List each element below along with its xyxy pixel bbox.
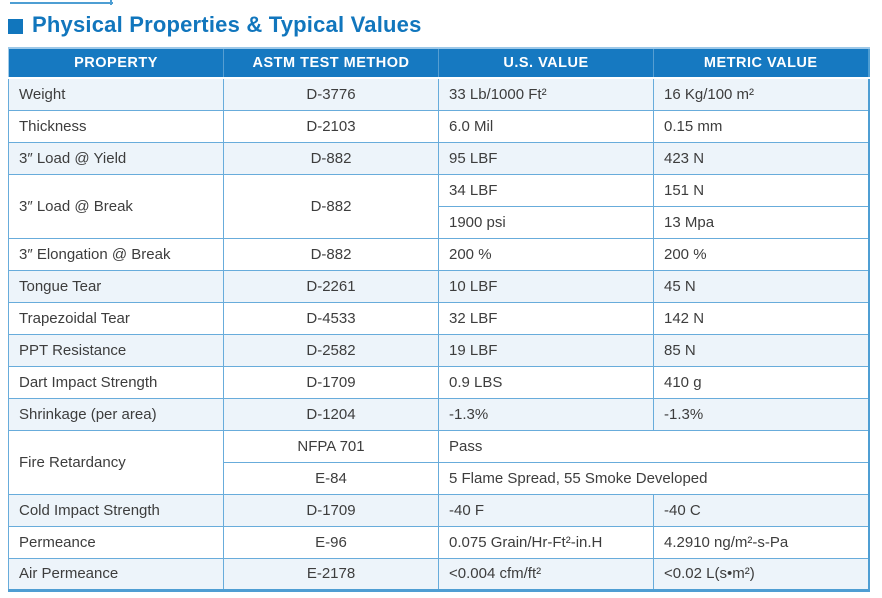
us-value-cell: 32 LBF — [438, 301, 654, 335]
property-cell: Permeance — [8, 525, 224, 559]
property-cell: Dart Impact Strength — [8, 365, 224, 399]
table-row: Weight D-3776 33 Lb/1000 Ft² 16 Kg/100 m… — [8, 77, 869, 111]
metric-value-cell: 410 g — [653, 365, 869, 399]
property-cell: 3″ Load @ Break — [8, 173, 224, 239]
table-row: Permeance E-96 0.075 Grain/Hr-Ft²-in.H 4… — [8, 525, 869, 559]
property-cell: 3″ Elongation @ Break — [8, 237, 224, 271]
metric-value-cell: 200 % — [653, 237, 869, 271]
metric-value-cell: 4.2910 ng/m²-s-Pa — [653, 525, 869, 559]
table-row: Thickness D-2103 6.0 Mil 0.15 mm — [8, 109, 869, 143]
us-value-cell: 19 LBF — [438, 333, 654, 367]
us-value-cell: -40 F — [438, 493, 654, 527]
property-cell: PPT Resistance — [8, 333, 224, 367]
astm-method-cell: NFPA 701 — [223, 429, 439, 463]
property-cell: Tongue Tear — [8, 269, 224, 303]
astm-method-cell: E-96 — [223, 525, 439, 559]
property-cell: Thickness — [8, 109, 224, 143]
metric-value-cell: -40 C — [653, 493, 869, 527]
astm-method-cell: D-1709 — [223, 365, 439, 399]
us-value-cell: 200 % — [438, 237, 654, 271]
metric-value-cell: 16 Kg/100 m² — [653, 77, 869, 111]
astm-method-cell: D-4533 — [223, 301, 439, 335]
metric-value-cell: 85 N — [653, 333, 869, 367]
us-value-cell: 33 Lb/1000 Ft² — [438, 77, 654, 111]
astm-method-cell: D-2261 — [223, 269, 439, 303]
column-header-us-value: U.S. VALUE — [438, 47, 654, 79]
table-row: Air Permeance E-2178 <0.004 cfm/ft² <0.0… — [8, 557, 869, 591]
page-title: Physical Properties & Typical Values — [32, 12, 422, 37]
us-value-cell: -1.3% — [438, 397, 654, 431]
column-header-astm-method: ASTM TEST METHOD — [223, 47, 439, 79]
property-cell: 3″ Load @ Yield — [8, 141, 224, 175]
table-row: E-84 5 Flame Spread, 55 Smoke Developed — [9, 461, 869, 495]
table-row: 1900 psi 13 Mpa — [9, 205, 869, 239]
metric-value-cell: -1.3% — [653, 397, 869, 431]
property-cell: Cold Impact Strength — [8, 493, 224, 527]
table-row: Dart Impact Strength D-1709 0.9 LBS 410 … — [8, 365, 869, 399]
property-cell: Weight — [8, 77, 224, 111]
metric-value-cell: 423 N — [653, 141, 869, 175]
metric-value-cell: <0.02 L(s•m²) — [653, 557, 869, 591]
combined-value-cell: Pass — [438, 429, 869, 463]
astm-method-cell: E-84 — [223, 461, 439, 495]
us-value-cell: 1900 psi — [438, 205, 654, 239]
astm-method-cell: D-2103 — [223, 109, 439, 143]
column-header-property: PROPERTY — [8, 47, 224, 79]
astm-method-cell: D-882 — [223, 173, 439, 239]
astm-method-cell: D-1709 — [223, 493, 439, 527]
title-square-bullet-icon — [8, 19, 23, 34]
property-cell: Trapezoidal Tear — [8, 301, 224, 335]
us-value-cell: 0.075 Grain/Hr-Ft²-in.H — [438, 525, 654, 559]
us-value-cell: 0.9 LBS — [438, 365, 654, 399]
table-row: Fire Retardancy NFPA 701 Pass — [8, 429, 869, 495]
metric-value-cell: 151 N — [653, 173, 869, 207]
us-value-cell: 95 LBF — [438, 141, 654, 175]
table-row: PPT Resistance D-2582 19 LBF 85 N — [8, 333, 869, 367]
table-row: 3″ Load @ Yield D-882 95 LBF 423 N — [8, 141, 869, 175]
header-row: PROPERTY ASTM TEST METHOD U.S. VALUE MET… — [8, 47, 869, 79]
astm-method-cell: E-2178 — [223, 557, 439, 591]
property-cell: Air Permeance — [8, 557, 224, 591]
table-row: Cold Impact Strength D-1709 -40 F -40 C — [8, 493, 869, 527]
table-row: Shrinkage (per area) D-1204 -1.3% -1.3% — [8, 397, 869, 431]
astm-method-cell: D-1204 — [223, 397, 439, 431]
metric-value-cell: 13 Mpa — [653, 205, 869, 239]
table-row: 3″ Elongation @ Break D-882 200 % 200 % — [8, 237, 869, 271]
us-value-cell: 10 LBF — [438, 269, 654, 303]
astm-method-cell: D-882 — [223, 141, 439, 175]
property-cell: Shrinkage (per area) — [8, 397, 224, 431]
metric-value-cell: 45 N — [653, 269, 869, 303]
column-header-metric-value: METRIC VALUE — [653, 47, 869, 79]
us-value-cell: 6.0 Mil — [438, 109, 654, 143]
cropped-artifact-line — [10, 2, 113, 4]
physical-properties-table: PROPERTY ASTM TEST METHOD U.S. VALUE MET… — [8, 47, 870, 592]
table-row: Trapezoidal Tear D-4533 32 LBF 142 N — [8, 301, 869, 335]
metric-value-cell: 142 N — [653, 301, 869, 335]
astm-method-cell: D-882 — [223, 237, 439, 271]
property-cell: Fire Retardancy — [8, 429, 224, 495]
section-title-row: Physical Properties & Typical Values — [8, 12, 422, 38]
astm-method-cell: D-3776 — [223, 77, 439, 111]
table-row: 3″ Load @ Break D-882 34 LBF 151 N — [8, 173, 869, 239]
us-value-cell: 34 LBF — [438, 173, 654, 207]
metric-value-cell: 0.15 mm — [653, 109, 869, 143]
cropped-artifact-tick — [110, 0, 112, 5]
us-value-cell: <0.004 cfm/ft² — [438, 557, 654, 591]
combined-value-cell: 5 Flame Spread, 55 Smoke Developed — [438, 461, 869, 495]
astm-method-cell: D-2582 — [223, 333, 439, 367]
table-row: Tongue Tear D-2261 10 LBF 45 N — [8, 269, 869, 303]
